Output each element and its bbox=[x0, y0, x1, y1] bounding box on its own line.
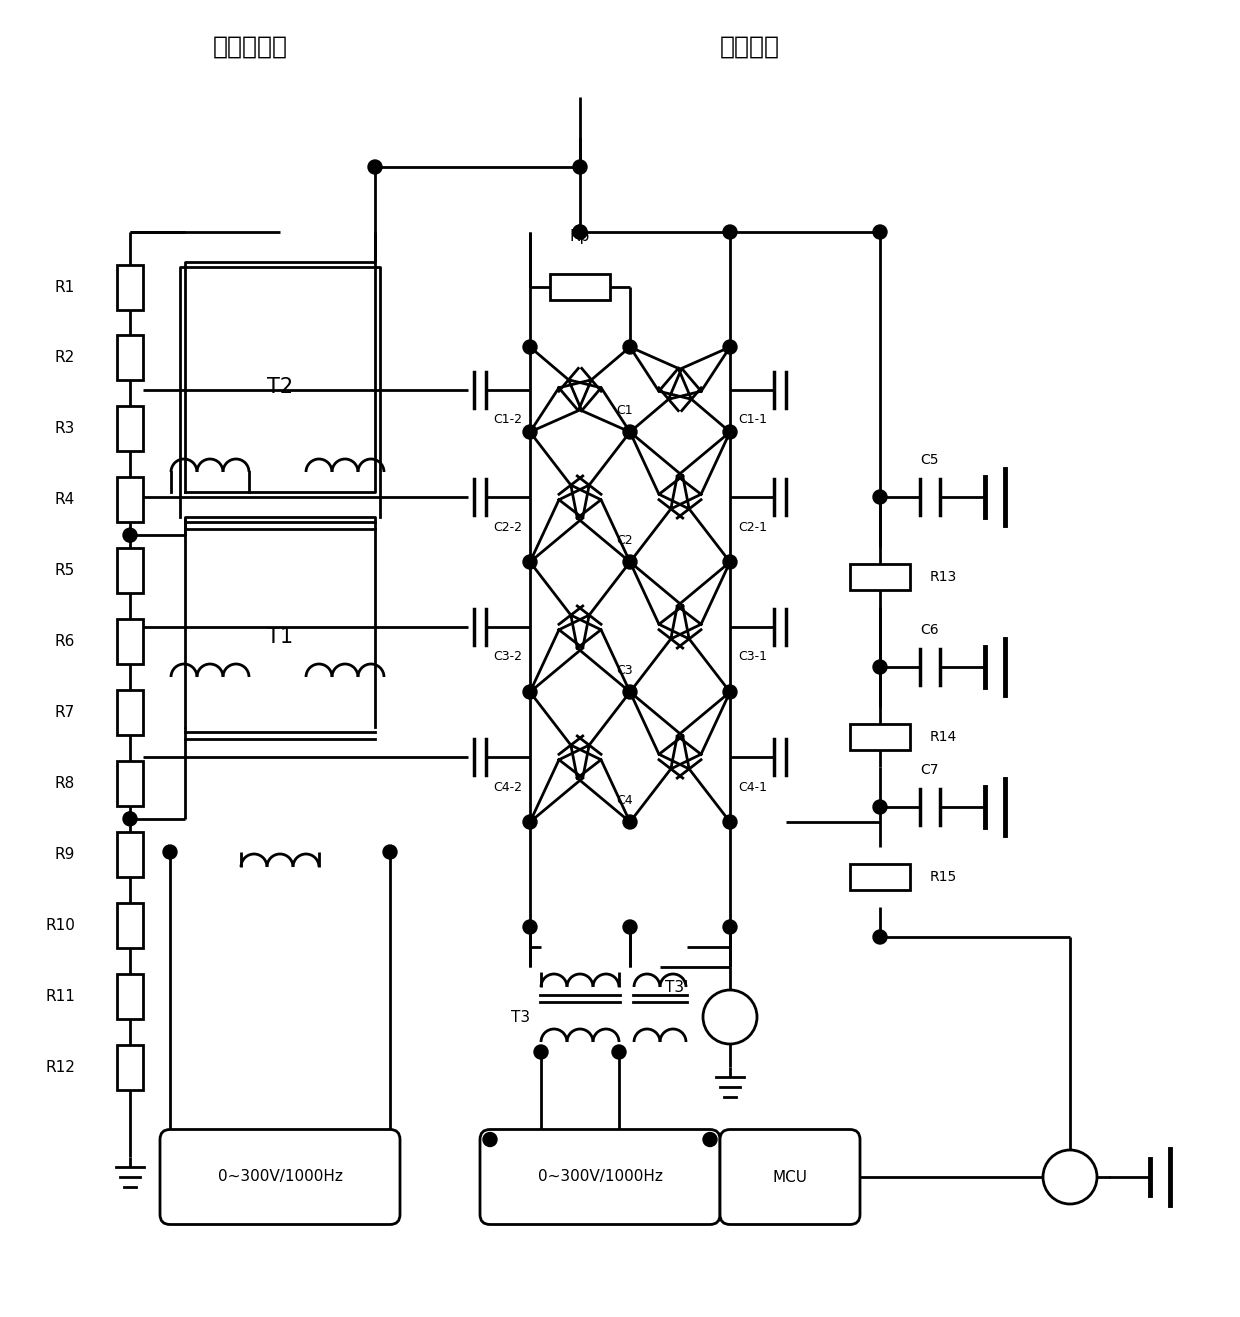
Text: C3-2: C3-2 bbox=[494, 651, 522, 664]
Circle shape bbox=[123, 811, 136, 826]
Text: A2: A2 bbox=[1059, 1168, 1081, 1187]
Text: R10: R10 bbox=[45, 918, 74, 932]
Text: C3-1: C3-1 bbox=[738, 651, 768, 664]
Circle shape bbox=[622, 340, 637, 354]
Text: C2: C2 bbox=[616, 533, 634, 547]
Text: T1: T1 bbox=[267, 627, 293, 647]
Circle shape bbox=[523, 685, 537, 699]
Bar bbox=[117, 548, 143, 593]
Text: R11: R11 bbox=[45, 989, 74, 1004]
Text: C2-1: C2-1 bbox=[738, 520, 768, 533]
Circle shape bbox=[723, 225, 737, 238]
Text: C4-1: C4-1 bbox=[738, 781, 768, 794]
Text: R1: R1 bbox=[55, 279, 74, 295]
Text: MCU: MCU bbox=[773, 1169, 807, 1184]
Text: R6: R6 bbox=[55, 633, 74, 649]
Text: 高压电源: 高压电源 bbox=[720, 36, 780, 59]
Circle shape bbox=[523, 340, 537, 354]
Text: Rp: Rp bbox=[570, 229, 590, 245]
Bar bbox=[551, 274, 610, 300]
Circle shape bbox=[723, 340, 737, 354]
Text: R7: R7 bbox=[55, 705, 74, 720]
Text: C4-2: C4-2 bbox=[494, 781, 522, 794]
Circle shape bbox=[723, 815, 737, 828]
FancyBboxPatch shape bbox=[720, 1130, 861, 1225]
Circle shape bbox=[368, 159, 382, 174]
Circle shape bbox=[873, 225, 887, 238]
Text: R5: R5 bbox=[55, 564, 74, 578]
FancyBboxPatch shape bbox=[160, 1130, 401, 1225]
Circle shape bbox=[484, 1133, 497, 1147]
Bar bbox=[117, 761, 143, 806]
Bar bbox=[849, 864, 910, 890]
Bar bbox=[849, 564, 910, 590]
Bar bbox=[117, 619, 143, 664]
Circle shape bbox=[523, 815, 537, 828]
Bar bbox=[117, 690, 143, 735]
Text: C3: C3 bbox=[616, 664, 634, 677]
Text: R2: R2 bbox=[55, 350, 74, 365]
Text: C4: C4 bbox=[616, 794, 634, 807]
Circle shape bbox=[873, 490, 887, 504]
Circle shape bbox=[703, 1133, 717, 1147]
Text: R9: R9 bbox=[55, 847, 74, 861]
Text: R14: R14 bbox=[930, 730, 957, 744]
Circle shape bbox=[613, 1044, 626, 1059]
Circle shape bbox=[573, 225, 587, 238]
Circle shape bbox=[723, 425, 737, 439]
Text: 0~300V/1000Hz: 0~300V/1000Hz bbox=[217, 1169, 342, 1184]
Text: A1: A1 bbox=[719, 1008, 742, 1026]
Circle shape bbox=[622, 685, 637, 699]
Circle shape bbox=[573, 159, 587, 174]
Circle shape bbox=[573, 225, 587, 238]
Text: C6: C6 bbox=[920, 623, 940, 637]
Text: R12: R12 bbox=[45, 1059, 74, 1075]
Text: R15: R15 bbox=[930, 871, 957, 884]
Circle shape bbox=[534, 1044, 548, 1059]
Bar bbox=[117, 832, 143, 877]
Circle shape bbox=[703, 990, 756, 1044]
Text: R8: R8 bbox=[55, 776, 74, 792]
Circle shape bbox=[723, 921, 737, 934]
Circle shape bbox=[622, 554, 637, 569]
Bar bbox=[117, 407, 143, 452]
Bar bbox=[117, 265, 143, 309]
Circle shape bbox=[622, 815, 637, 828]
Circle shape bbox=[523, 554, 537, 569]
Circle shape bbox=[523, 425, 537, 439]
FancyBboxPatch shape bbox=[480, 1130, 720, 1225]
Text: R3: R3 bbox=[55, 421, 74, 436]
Circle shape bbox=[873, 930, 887, 944]
Text: C1-1: C1-1 bbox=[738, 414, 768, 425]
Text: R4: R4 bbox=[55, 493, 74, 507]
Bar bbox=[117, 902, 143, 948]
Circle shape bbox=[723, 685, 737, 699]
Bar bbox=[849, 724, 910, 749]
Text: T2: T2 bbox=[267, 377, 293, 396]
Text: C7: C7 bbox=[921, 763, 939, 777]
Circle shape bbox=[873, 660, 887, 674]
Text: 0~300V/1000Hz: 0~300V/1000Hz bbox=[538, 1169, 662, 1184]
Bar bbox=[117, 973, 143, 1018]
Bar bbox=[117, 1044, 143, 1089]
Circle shape bbox=[723, 554, 737, 569]
Bar bbox=[117, 336, 143, 381]
Circle shape bbox=[123, 528, 136, 543]
Text: T3: T3 bbox=[511, 1010, 529, 1025]
Circle shape bbox=[1043, 1150, 1097, 1204]
Text: 离子源电源: 离子源电源 bbox=[212, 36, 288, 59]
Text: R13: R13 bbox=[930, 570, 957, 583]
Circle shape bbox=[873, 799, 887, 814]
Circle shape bbox=[622, 921, 637, 934]
Circle shape bbox=[523, 921, 537, 934]
Circle shape bbox=[162, 846, 177, 859]
Text: T3': T3' bbox=[665, 980, 688, 994]
Text: C2-2: C2-2 bbox=[494, 520, 522, 533]
Circle shape bbox=[383, 846, 397, 859]
Text: C5: C5 bbox=[921, 453, 939, 468]
Bar bbox=[117, 477, 143, 523]
Text: C1-2: C1-2 bbox=[494, 414, 522, 425]
Text: C1: C1 bbox=[616, 404, 634, 417]
Circle shape bbox=[622, 425, 637, 439]
